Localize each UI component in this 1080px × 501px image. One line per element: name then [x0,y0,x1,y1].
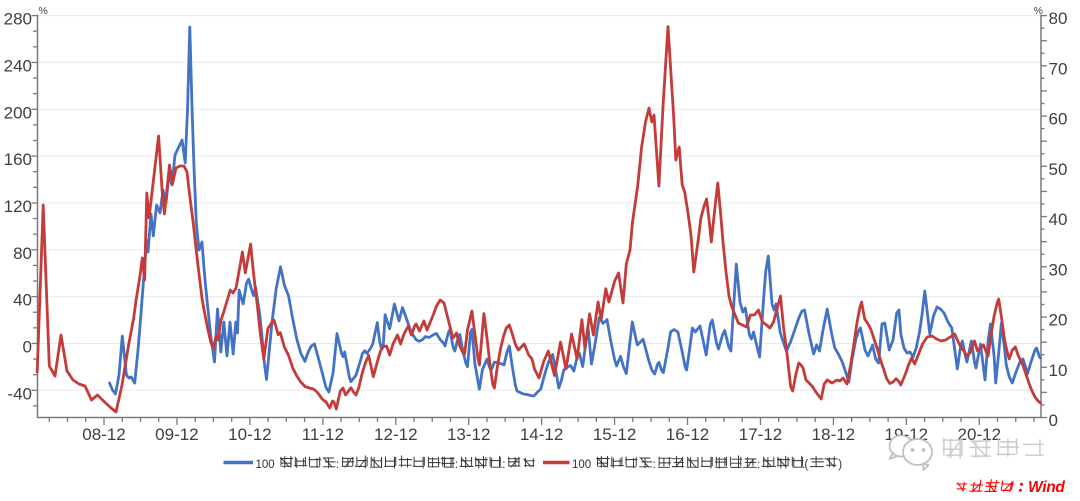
svg-text:08-12: 08-12 [82,425,125,444]
svg-text::: : [455,459,458,471]
svg-text:0: 0 [1049,411,1058,430]
svg-text:(: ( [804,459,808,471]
svg-text:20-12: 20-12 [958,425,1001,444]
svg-text:13-12: 13-12 [447,425,490,444]
svg-text:70: 70 [1049,59,1068,78]
svg-text:-40: -40 [7,384,32,403]
svg-text:11-12: 11-12 [302,425,344,444]
svg-text::: : [653,459,656,471]
svg-text:20: 20 [1049,311,1068,330]
svg-text:80: 80 [13,244,32,263]
svg-text:120: 120 [4,197,32,216]
svg-text:09-12: 09-12 [155,425,198,444]
svg-text::: : [502,459,505,471]
svg-text:80: 80 [1049,9,1068,28]
svg-text:0: 0 [23,338,32,357]
svg-text:50: 50 [1049,160,1068,179]
svg-text:240: 240 [4,56,32,75]
svg-text:12-12: 12-12 [374,425,417,444]
svg-text:14-12: 14-12 [520,425,563,444]
svg-text:30: 30 [1049,260,1068,279]
svg-text:100: 100 [572,459,591,471]
svg-text:15-12: 15-12 [593,425,636,444]
svg-text:200: 200 [4,103,32,122]
svg-text:40: 40 [13,291,32,310]
svg-text:): ) [838,459,842,471]
svg-text::: : [336,459,339,471]
svg-text:40: 40 [1049,210,1068,229]
svg-text:%: % [1034,5,1043,17]
svg-text:60: 60 [1049,110,1068,129]
svg-text::: : [757,459,760,471]
svg-text:Wind: Wind [1028,479,1065,496]
svg-text:18-12: 18-12 [812,425,855,444]
svg-text:%: % [39,5,48,17]
svg-text:10: 10 [1049,361,1068,380]
svg-text:100: 100 [256,459,275,471]
svg-text:160: 160 [4,150,32,169]
svg-text:10-12: 10-12 [228,425,271,444]
svg-text:280: 280 [4,10,32,29]
svg-text:16-12: 16-12 [666,425,709,444]
svg-text:17-12: 17-12 [739,425,782,444]
